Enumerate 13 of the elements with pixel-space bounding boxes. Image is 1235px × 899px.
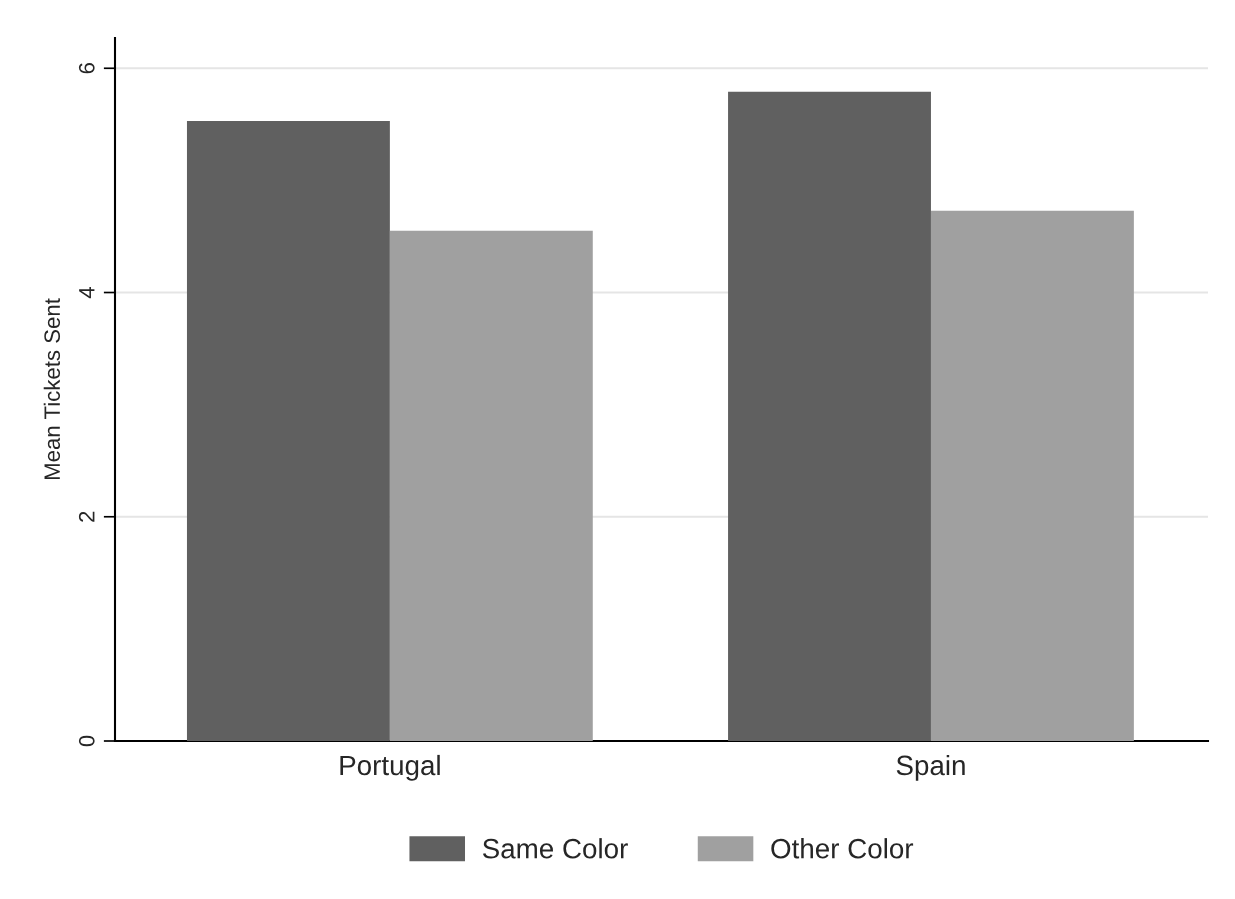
bar xyxy=(930,210,1134,741)
legend-label: Other Color xyxy=(771,838,914,859)
y-axis-title: Mean Tickets Sent xyxy=(43,298,61,480)
x-tick-label: Portugal xyxy=(340,754,440,781)
legend-label: Same Color xyxy=(482,838,628,859)
bar xyxy=(186,120,390,741)
x-tick-label: Spain xyxy=(896,754,965,781)
bar xyxy=(728,91,931,741)
y-tick-label: 2 xyxy=(78,511,95,522)
y-tick-label: 4 xyxy=(79,286,95,299)
y-tick-label: 6 xyxy=(78,63,95,74)
bar xyxy=(389,230,593,741)
y-tick-label: 0 xyxy=(78,735,95,747)
